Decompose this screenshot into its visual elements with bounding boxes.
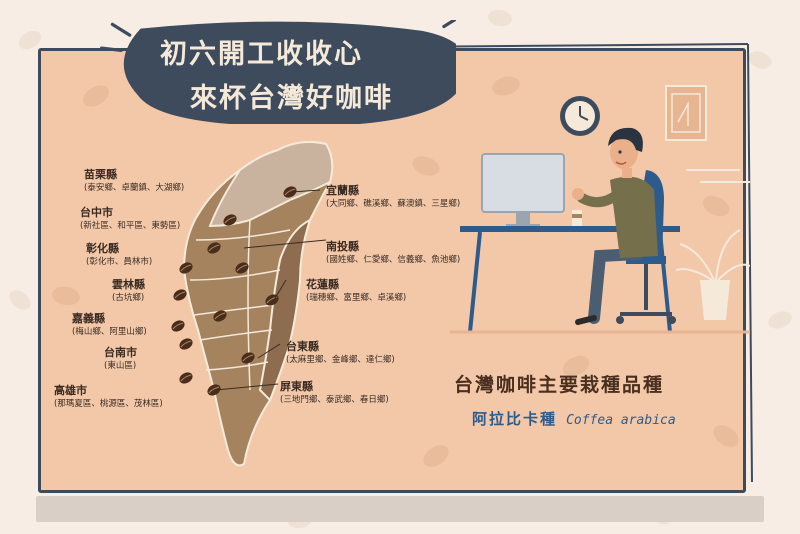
region-detail: (太麻里鄉、金峰鄉、達仁鄉) [286,355,395,365]
region-name: 高雄市 [54,384,87,397]
title-bubble [99,20,456,124]
variety-name-zh: 阿拉比卡種 [472,410,558,428]
region-label-changhua: 彰化縣 (彰化市、員林市) [86,242,152,268]
taiwan-north-region [208,141,334,228]
region-name: 南投縣 [326,240,359,253]
region-label-yilan: 宜蘭縣 (大同鄉、礁溪鄉、蘇澳鎮、三星鄉) [326,184,460,210]
region-label-yunlin: 雲林縣 (古坑鄉) [112,278,145,304]
region-name: 苗栗縣 [84,168,117,181]
person-illustration [572,127,658,325]
region-detail: (泰安鄉、卓蘭鎮、大湖鄉) [84,183,185,193]
region-detail: (那瑪夏區、桃源區、茂林區) [54,399,163,409]
region-name: 嘉義縣 [72,312,105,325]
title-line-1: 初六開工收收心 [160,39,363,70]
wall-picture-icon [665,85,707,141]
region-label-tainan: 台南市 (東山區) [104,346,137,372]
region-detail: (瑞穗鄉、富里鄉、卓溪鄉) [306,293,407,303]
panel-shadow [36,496,764,522]
variety-name-en: Coffea arabica [566,413,676,428]
region-label-nantou: 南投縣 (國姓鄉、仁愛鄉、信義鄉、魚池鄉) [326,240,460,266]
region-label-taichung: 台中市 (新社區、和平區、東勢區) [80,206,180,232]
region-detail: (東山區) [104,361,137,371]
region-name: 台中市 [80,206,113,219]
region-detail: (新社區、和平區、東勢區) [80,221,181,231]
computer-monitor-icon [481,153,565,228]
region-detail: (彰化市、員林市) [86,257,153,267]
region-label-chiayi: 嘉義縣 (梅山鄉、阿里山鄉) [72,312,147,338]
wall-clock-icon [560,96,600,136]
region-label-hualien: 花蓮縣 (瑞穗鄉、富里鄉、卓溪鄉) [306,278,406,304]
main-panel [38,48,746,493]
region-name: 屏東縣 [280,380,313,393]
taiwan-east-region [258,218,312,402]
region-label-taitung: 台東縣 (太麻里鄉、金峰鄉、達仁鄉) [286,340,395,366]
region-detail: (三地門鄉、泰武鄉、春日鄉) [280,395,389,405]
region-detail: (大同鄉、礁溪鄉、蘇澳鎮、三星鄉) [326,199,461,209]
region-name: 彰化縣 [86,242,119,255]
taiwan-map [171,141,334,467]
region-label-miaoli: 苗栗縣 (泰安鄉、卓蘭鎮、大湖鄉) [84,168,184,194]
region-name: 台東縣 [286,340,319,353]
potted-plant-icon [675,229,750,320]
region-label-pingtung: 屏東縣 (三地門鄉、泰武鄉、春日鄉) [280,380,389,406]
region-name: 花蓮縣 [306,278,339,291]
variety-label: 阿拉比卡種 Coffea arabica [472,408,676,429]
region-label-kaohsiung: 高雄市 (那瑪夏區、桃源區、茂林區) [54,384,163,410]
region-detail: (古坑鄉) [112,293,145,303]
region-detail: (梅山鄉、阿里山鄉) [72,327,147,337]
headline: 台灣咖啡主要栽種品種 [454,374,665,396]
region-detail: (國姓鄉、仁愛鄉、信義鄉、魚池鄉) [326,255,461,265]
office-illustration [450,85,750,334]
title-line-2: 來杯台灣好咖啡 [190,83,393,114]
region-name: 台南市 [104,346,137,359]
coffee-cup-icon [572,210,582,226]
region-name: 宜蘭縣 [326,184,359,197]
region-name: 雲林縣 [112,278,145,291]
